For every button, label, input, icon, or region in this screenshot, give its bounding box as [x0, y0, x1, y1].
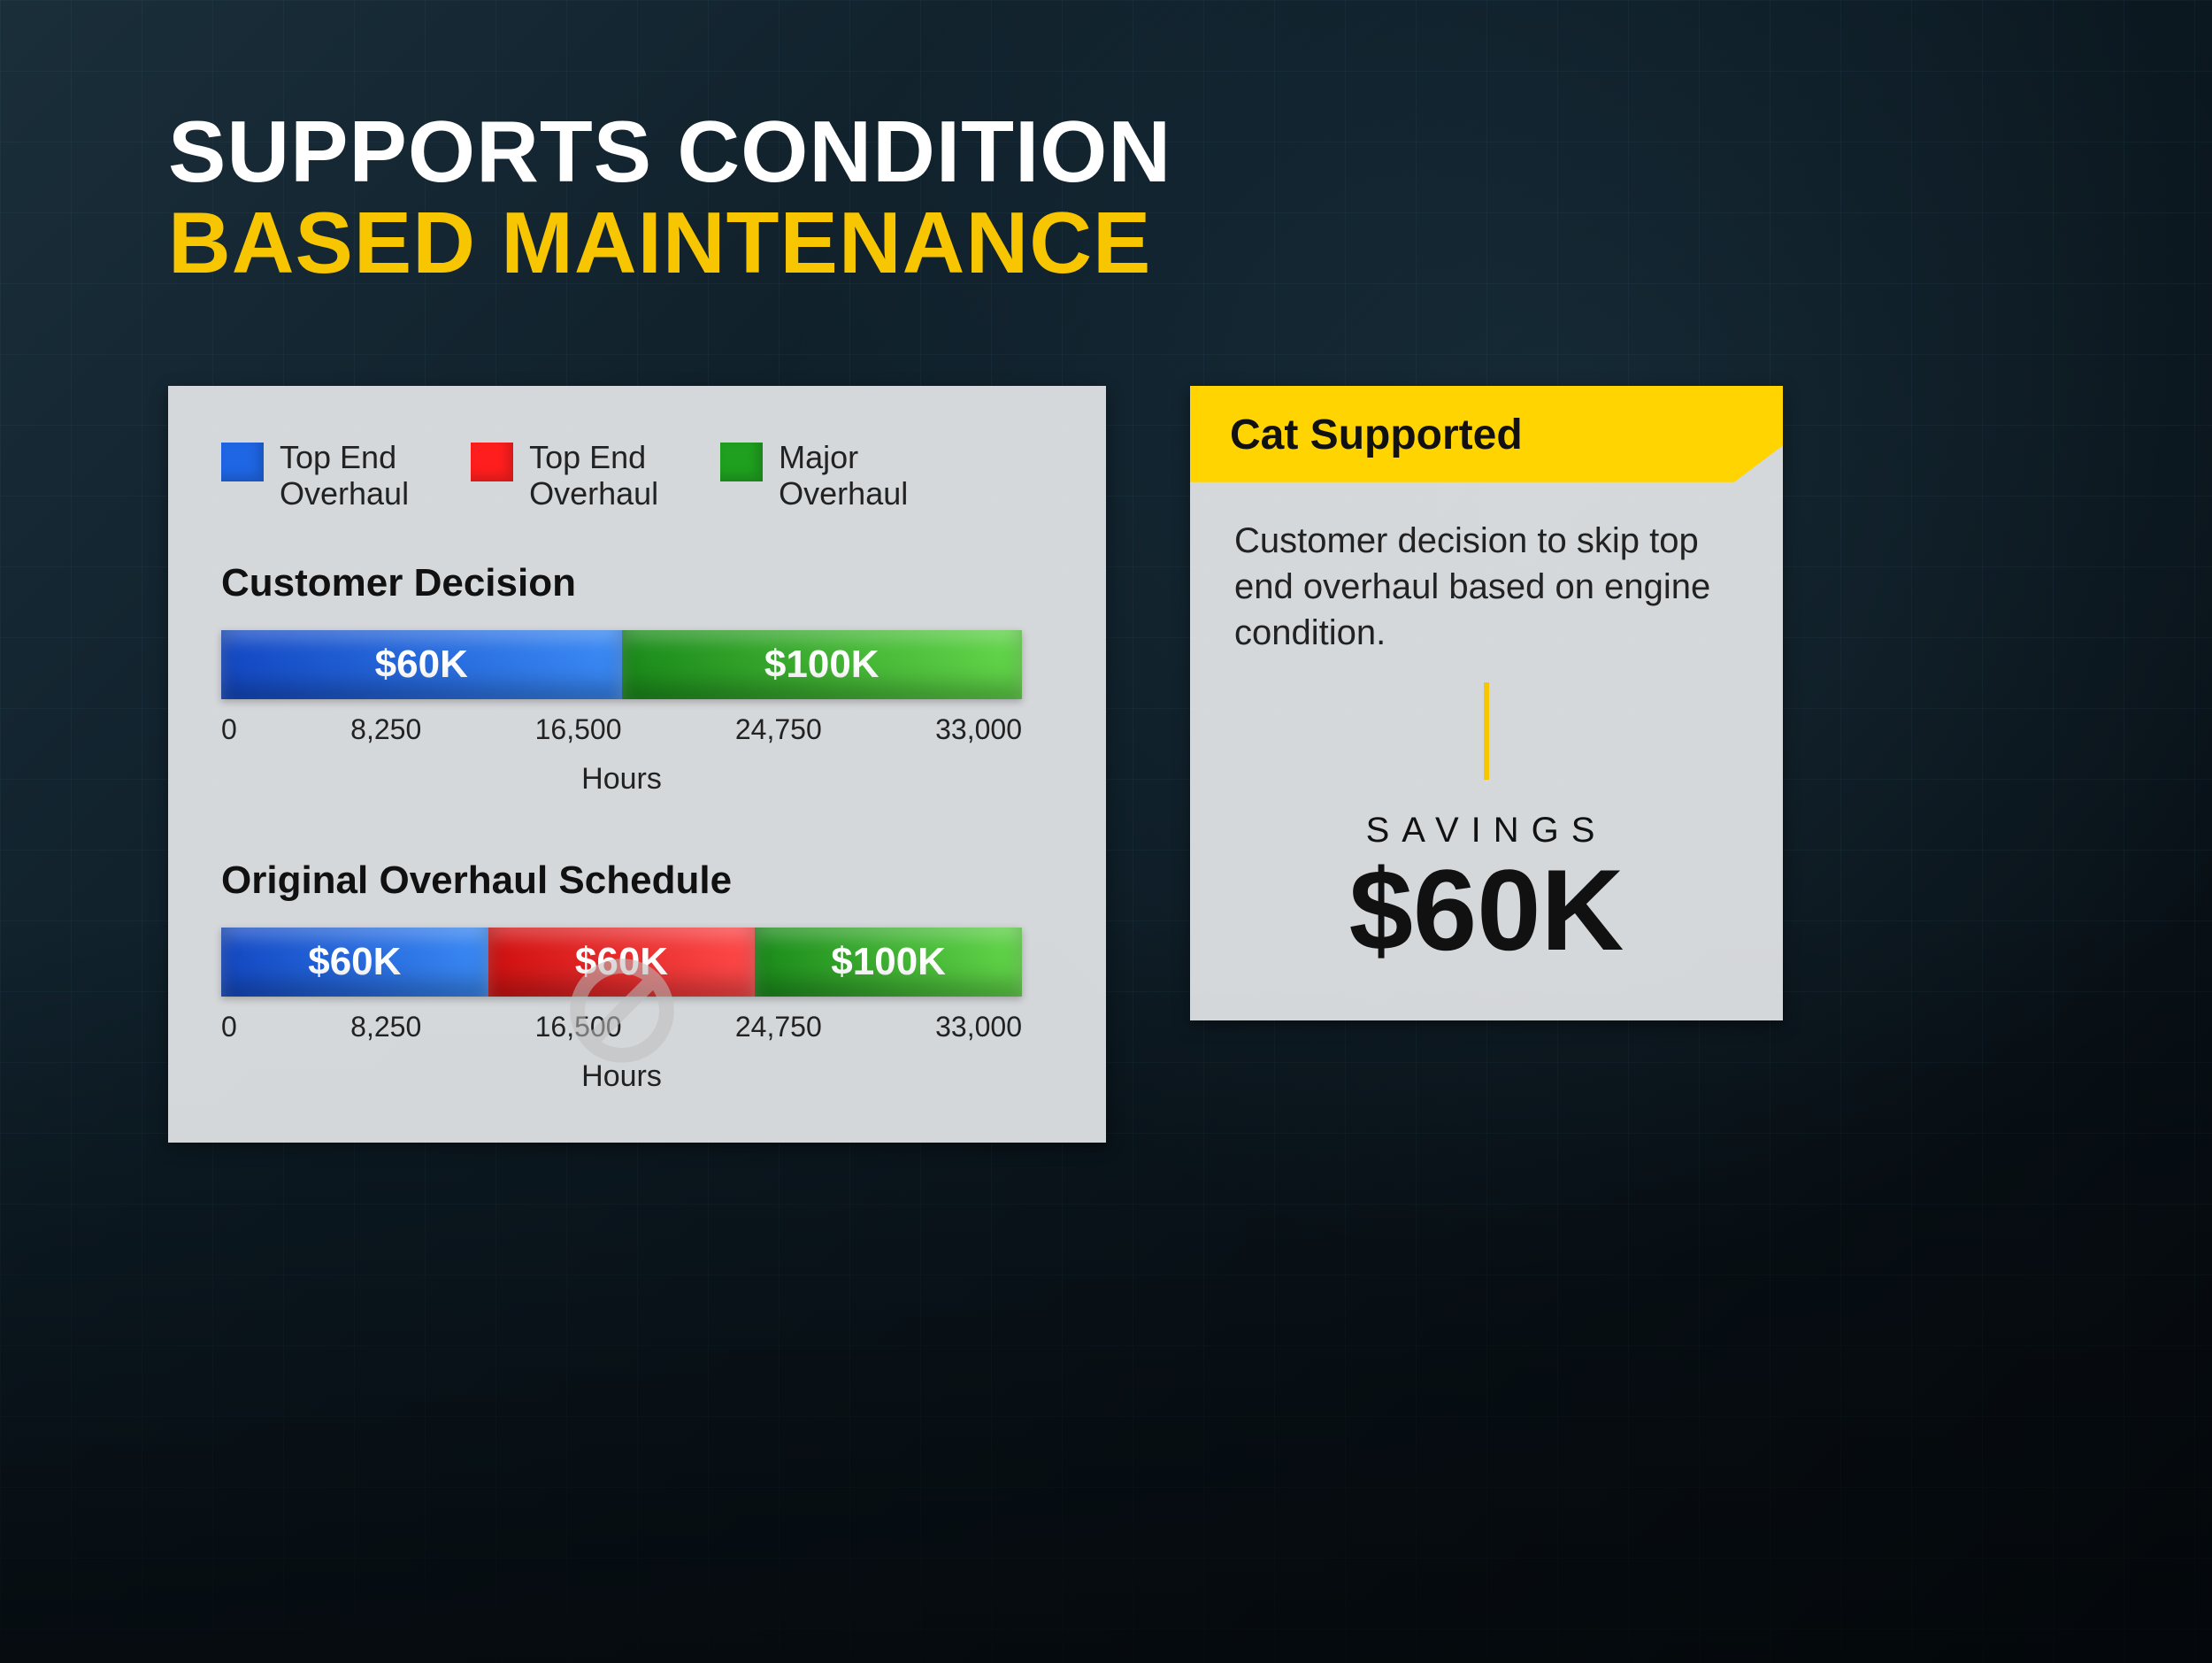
axis-tick: 24,750 [735, 713, 822, 746]
legend: Top End Overhaul Top End Overhaul Major [221, 439, 1053, 512]
legend-label-red-l1: Top End [529, 439, 646, 475]
axis-tick: 0 [221, 713, 237, 746]
page-title-block: SUPPORTS CONDITION BASED MAINTENANCE [168, 106, 2062, 289]
cat-supported-header: Cat Supported [1190, 386, 1783, 482]
bar-segment: $60K [221, 928, 488, 997]
axis-tick: 33,000 [935, 1011, 1022, 1043]
cat-supported-divider [1484, 682, 1489, 780]
chart-original-title: Original Overhaul Schedule [221, 858, 1053, 903]
chart-original-bar: $60K$60K$100K [221, 928, 1022, 997]
legend-swatch-blue [221, 443, 264, 481]
legend-item-major-green: Major Overhaul [720, 439, 908, 512]
chart-original-axis-label: Hours [221, 1059, 1022, 1094]
bar-segment: $100K [622, 630, 1023, 699]
title-line-2: BASED MAINTENANCE [168, 197, 2062, 289]
cat-supported-description: Customer decision to skip top end overha… [1234, 518, 1739, 656]
legend-label-red-l2: Overhaul [529, 475, 658, 512]
bar-segment: $100K [755, 928, 1022, 997]
axis-tick: 33,000 [935, 713, 1022, 746]
axis-tick: 24,750 [735, 1011, 822, 1043]
legend-label-blue: Top End Overhaul [280, 439, 409, 512]
bar-segment: $60K [221, 630, 622, 699]
legend-label-green-l1: Major [779, 439, 858, 475]
chart-customer-decision: Customer Decision $60K$100K 0 8,250 16,500… [221, 561, 1053, 797]
chart-original-ticks: 0 8,250 16,500 24,750 33,000 [221, 1011, 1022, 1043]
legend-item-top-end-blue: Top End Overhaul [221, 439, 409, 512]
cat-supported-card: Cat Supported Customer decision to skip … [1190, 386, 1783, 1020]
legend-label-green-l2: Overhaul [779, 475, 908, 512]
legend-item-top-end-red: Top End Overhaul [471, 439, 658, 512]
chart-original-schedule: Original Overhaul Schedule $60K$60K$100K… [221, 858, 1053, 1094]
chart-customer-title: Customer Decision [221, 561, 1053, 605]
axis-tick: 16,500 [535, 713, 622, 746]
title-line-1: SUPPORTS CONDITION [168, 106, 2062, 197]
legend-label-green: Major Overhaul [779, 439, 908, 512]
savings-value: $60K [1234, 852, 1739, 967]
axis-tick: 8,250 [350, 713, 421, 746]
axis-tick: 16,500 [535, 1011, 622, 1043]
legend-swatch-green [720, 443, 763, 481]
legend-label-red: Top End Overhaul [529, 439, 658, 512]
legend-label-blue-l1: Top End [280, 439, 396, 475]
chart-customer-bar: $60K$100K [221, 630, 1022, 699]
legend-label-blue-l2: Overhaul [280, 475, 409, 512]
charts-card: Top End Overhaul Top End Overhaul Major [168, 386, 1106, 1143]
bar-segment: $60K [488, 928, 756, 997]
legend-swatch-red [471, 443, 513, 481]
axis-tick: 8,250 [350, 1011, 421, 1043]
chart-customer-axis-label: Hours [221, 762, 1022, 797]
chart-customer-ticks: 0 8,250 16,500 24,750 33,000 [221, 713, 1022, 746]
axis-tick: 0 [221, 1011, 237, 1043]
